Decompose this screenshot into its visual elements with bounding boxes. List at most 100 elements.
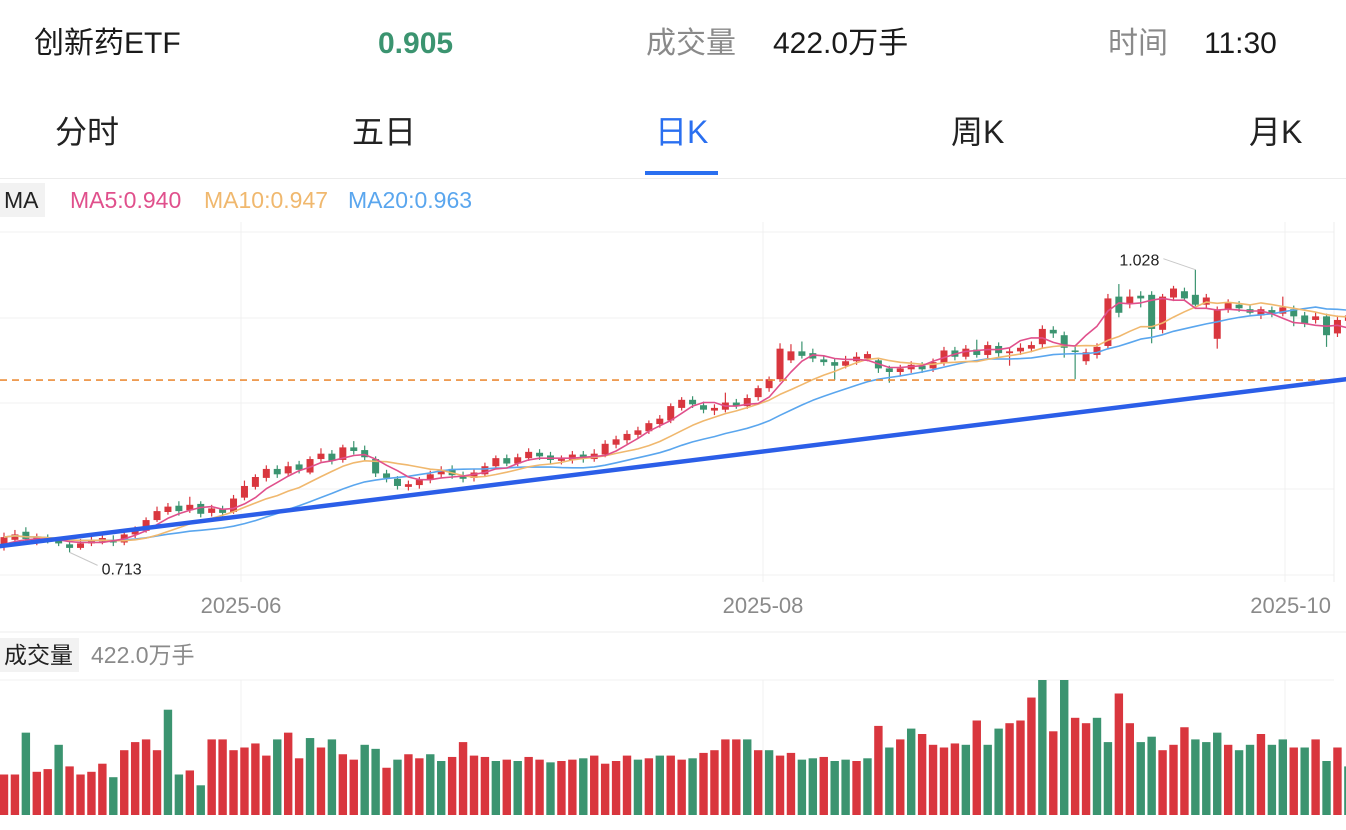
volume-bar [633,759,643,815]
candle-body [393,478,401,486]
volume-indicator-tag[interactable]: 成交量 [0,638,79,672]
candle-body [437,469,445,475]
candle-body [1333,319,1341,334]
candle-body [175,505,183,512]
volume-bar [1070,717,1080,815]
volume-bar [163,709,173,815]
candle [765,376,773,392]
candle-body [1224,302,1232,310]
volume-bar [1081,723,1091,815]
volume-bar [622,755,632,815]
tab-five-day[interactable]: 五日 [352,114,417,150]
volume-bar [863,758,872,815]
volume-bar [579,758,588,815]
volume-bar [1136,742,1145,815]
candle [700,401,708,414]
candle [350,441,358,455]
candle-body [1115,296,1123,313]
candle-body [645,423,653,432]
volume-bar [141,739,151,815]
volume-bar [262,755,271,815]
candle-body [164,506,172,512]
candle-body [700,405,708,410]
volume-bar [469,755,479,815]
volume-bar [349,759,358,815]
tab-weekly-k[interactable]: 周K [951,114,1005,150]
candle [1049,326,1057,338]
candle-body [929,362,937,369]
volume-bar [611,761,621,815]
volume-label: 成交量 [646,27,736,60]
ma-indicator-tag[interactable]: MA [0,183,45,217]
candle [1246,304,1254,315]
volume-bar [491,761,501,815]
volume-bar [1169,744,1178,815]
candle-body [743,398,751,407]
volume-bar [557,761,566,815]
volume-bar [710,750,719,815]
candle-body [317,453,325,460]
volume-bar [896,739,905,815]
candle-body [1148,294,1156,329]
volume-bar [240,747,249,815]
low-leader [69,551,98,566]
volume-bar [480,756,490,815]
candle-body [295,464,303,470]
volume-bar [819,756,828,815]
candle-body [1071,350,1079,352]
candle-body [251,477,259,487]
active-tab-indicator [645,171,718,175]
candle [754,385,762,401]
volume-bar [917,734,927,815]
candle-body [1082,352,1090,362]
tab-monthly-k[interactable]: 月K [1249,114,1303,150]
volume-bar [54,744,63,815]
candle-body [361,450,369,458]
volume-bar [98,763,107,815]
volume-bar [130,742,140,815]
candle-body [1344,315,1346,321]
candle [820,355,828,366]
volume-bar [1202,742,1211,815]
candle [732,398,740,409]
current-price: 0.905 [378,27,454,60]
volume-bar [65,766,74,815]
candle-body [863,354,871,359]
candle [1333,315,1341,337]
candle-body [77,543,85,548]
volume-bar [273,739,282,815]
volume-bar [1344,766,1346,815]
fund-name: 创新药ETF [34,27,181,60]
x-tick-label: 2025-06 [201,593,282,618]
candle-body [612,439,620,445]
candle-body [11,534,19,540]
candle-body [153,511,161,521]
volume-bar [568,759,577,815]
candle [240,480,248,501]
candle-body [656,418,664,425]
candle [721,392,729,413]
candle-body [240,485,248,498]
candle-body [383,473,391,478]
volume-bar [961,744,971,815]
candle-body [459,476,467,479]
tab-daily-k[interactable]: 日K [655,114,709,150]
ma10-line [3,301,1346,542]
candle-body [1290,309,1298,317]
volume-bar [994,728,1003,815]
candle-body [634,430,642,435]
volume-bar [906,728,916,815]
candle-body [896,368,904,372]
volume-bar [1267,744,1277,815]
candle-body [601,443,609,455]
candle [459,471,467,483]
candle-body [22,531,30,539]
tab-intraday[interactable]: 分时 [55,114,120,150]
volume-bar [207,739,216,815]
candle [623,430,631,444]
volume-bar [1103,742,1113,815]
volume-bar [1245,744,1255,815]
volume-bar [808,758,818,815]
volume-bar [1223,744,1233,815]
